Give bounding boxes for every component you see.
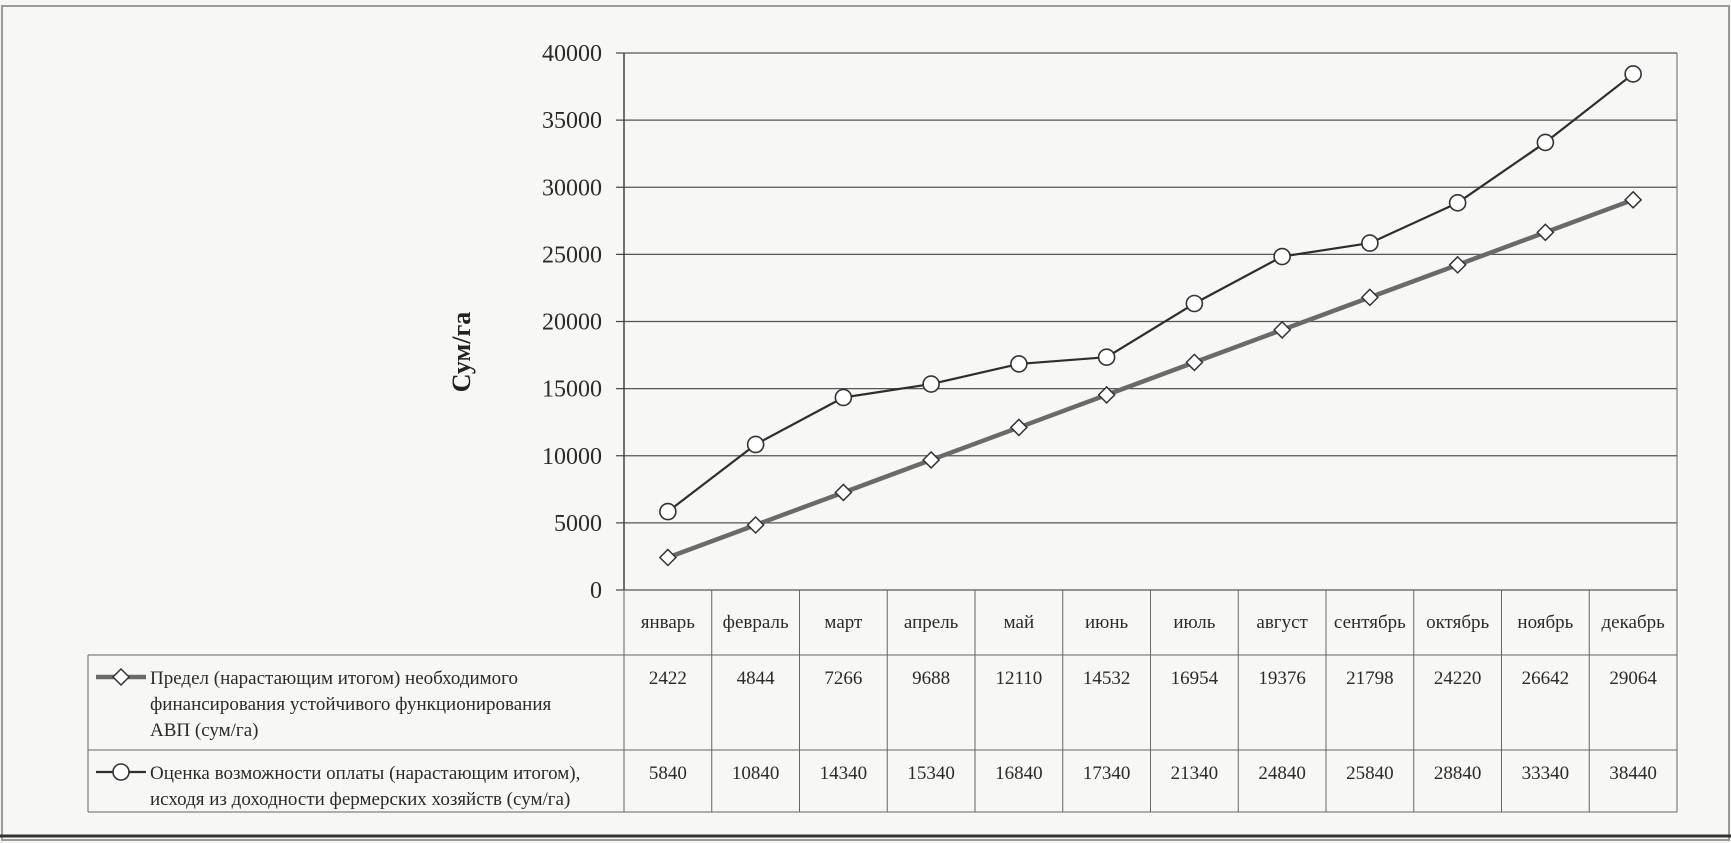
table-value: 16954 — [1171, 668, 1219, 689]
table-value: 21798 — [1346, 668, 1394, 689]
y-tick-label: 30000 — [542, 175, 602, 201]
data-point — [746, 435, 765, 454]
x-tick-label: октябрь — [1426, 612, 1489, 633]
x-tick-label: июль — [1173, 612, 1215, 633]
x-tick-label: ноябрь — [1517, 612, 1573, 633]
data-point — [1448, 255, 1467, 274]
table-value: 29064 — [1609, 668, 1657, 689]
series — [658, 65, 1643, 567]
table-value: 9688 — [912, 668, 950, 689]
y-tick-label: 15000 — [542, 377, 602, 403]
y-tick-label: 25000 — [542, 242, 602, 268]
data-point — [1010, 355, 1028, 373]
table-value: 2422 — [649, 668, 687, 689]
legend-label: финансирования устойчивого функционирова… — [150, 694, 552, 715]
data-point — [1273, 247, 1291, 266]
page-border — [1, 5, 1730, 841]
data-point — [659, 502, 677, 521]
table-value: 14340 — [820, 763, 868, 784]
y-tick-label: 20000 — [542, 310, 602, 336]
y-tick-label: 0 — [590, 578, 602, 604]
data-point — [1448, 194, 1467, 212]
table-value: 5840 — [649, 763, 687, 784]
data-point — [1536, 223, 1555, 242]
data-point — [1361, 234, 1379, 252]
legend-label: исходя из доходности фермерских хозяйств… — [150, 789, 570, 810]
table-value: 16840 — [995, 763, 1043, 784]
table-value: 33340 — [1522, 763, 1570, 784]
x-tick-label: декабрь — [1601, 612, 1665, 633]
table-value: 25840 — [1346, 763, 1394, 784]
x-tick-label: январь — [641, 612, 696, 633]
table-value: 26642 — [1522, 668, 1570, 689]
data-point — [658, 548, 677, 567]
data-point — [1273, 320, 1292, 339]
legend-label: Оценка возможности оплаты (нарастающим и… — [150, 763, 580, 784]
data-point — [1009, 418, 1028, 437]
data-point — [834, 483, 853, 502]
y-tick-label: 35000 — [542, 108, 602, 134]
data-point — [834, 388, 853, 407]
data-point — [922, 450, 941, 469]
table-value: 28840 — [1434, 763, 1482, 784]
x-tick-label: апрель — [904, 612, 959, 633]
x-tick-label: сентябрь — [1334, 612, 1406, 633]
data-point — [746, 515, 765, 535]
series-line — [667, 197, 1634, 560]
data-point — [1185, 353, 1204, 372]
table-value: 17340 — [1083, 763, 1131, 784]
x-tick-label: июнь — [1085, 612, 1129, 633]
x-tick-label: август — [1256, 612, 1308, 633]
legend-label: АВП (сум/га) — [150, 720, 258, 741]
x-tick-label: март — [824, 612, 863, 633]
y-axis: 40000 35000 30000 25000 20000 15000 10000 5000 0 — [542, 41, 625, 604]
data-point — [1097, 385, 1116, 404]
y-tick-label: 40000 — [542, 41, 602, 67]
data-point — [1185, 294, 1204, 313]
table-value: 15340 — [907, 763, 955, 784]
data-point — [1097, 348, 1116, 367]
y-axis-label: Сум/га — [447, 312, 476, 393]
data-point — [1624, 190, 1643, 209]
table-value: 24220 — [1434, 668, 1482, 689]
legend-label: Предел (нарастающим итогом) необходимого — [150, 668, 518, 689]
x-tick-label: февраль — [723, 612, 789, 633]
x-tick-label: май — [1004, 612, 1035, 633]
y-tick-label: 10000 — [542, 444, 602, 470]
table-value: 4844 — [737, 668, 776, 689]
table-value: 38440 — [1609, 763, 1657, 784]
legend-key-marker — [111, 667, 131, 687]
data-point — [922, 375, 940, 393]
table-value: 19376 — [1258, 668, 1306, 689]
data-point — [1536, 133, 1555, 152]
y-tick-label: 5000 — [554, 511, 602, 537]
legend-key-marker — [112, 763, 130, 781]
data-point — [1624, 65, 1642, 83]
series-line — [667, 73, 1634, 513]
table-value: 10840 — [732, 763, 780, 784]
table-value: 12110 — [995, 668, 1042, 689]
table-value: 14532 — [1083, 668, 1131, 689]
data-table: январь февраль март апрель май июнь июль август… — [87, 590, 1678, 813]
data-point — [1360, 288, 1379, 307]
table-value: 21340 — [1171, 763, 1219, 784]
table-value: 7266 — [824, 668, 862, 689]
table-value: 24840 — [1258, 763, 1306, 784]
